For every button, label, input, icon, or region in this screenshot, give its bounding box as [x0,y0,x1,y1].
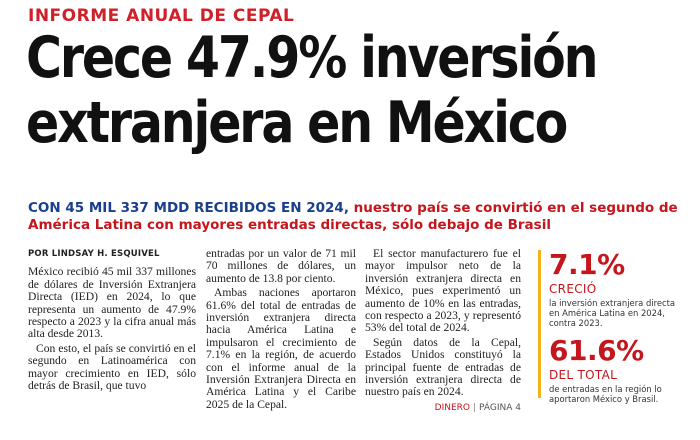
section-kicker: INFORME ANUAL DE CEPAL [28,6,294,26]
stat-block-growth: 7.1% CRECIÓ la inversión extranjera dire… [549,248,680,329]
stats-sidebar: 7.1% CRECIÓ la inversión extranjera dire… [538,248,680,404]
paragraph: México recibió 45 mil 337 millones de dó… [28,265,196,341]
article-column-3: El sector manufacturero fue el mayor imp… [365,247,521,414]
stat-label: DEL TOTAL [549,368,618,382]
stat-block-share: 61.6% DEL TOTAL de entradas en la región… [549,334,680,405]
byline: POR LINDSAY H. ESQUIVEL [28,249,160,259]
headline-line-2: extranjera en México [26,90,568,156]
deck-rest: nuestro país se convirtió en el segundo … [28,200,678,233]
paragraph: Según datos de la Cepal, Estados Unidos … [365,335,521,399]
stat-label: CRECIÓ [549,282,597,296]
headline-line-1: Crece 47.9% inversión [26,25,599,91]
source-page: PÁGINA 4 [479,402,521,413]
source-reference: DINERO | PÁGINA 4 [365,402,521,414]
deck-subheadline: CON 45 MIL 337 MDD RECIBIDOS EN 2024, nu… [28,200,678,234]
paragraph: entradas por un valor de 71 mil 70 millo… [206,247,356,285]
stat-description: la inversión extranjera directa en Améri… [549,298,676,328]
stat-value: 61.6% [549,334,644,367]
paragraph: Con esto, el país se convirtió en el seg… [28,341,196,393]
headline: Crece 47.9% inversión extranjera en Méxi… [26,30,686,152]
source-separator: | [472,402,477,413]
stat-description: de entradas en la región lo aportaron Mé… [549,384,662,404]
article-column-2: entradas por un valor de 71 mil 70 millo… [206,247,356,413]
kicker-part-1: INFORME ANUAL [28,6,194,26]
paragraph: El sector manufacturero fue el mayor imp… [365,247,521,335]
deck-lead: CON 45 MIL 337 MDD RECIBIDOS EN 2024, [28,200,349,216]
kicker-part-2: DE CEPAL [199,6,295,26]
paragraph: Ambas naciones aportaron 61.6% del total… [206,286,356,411]
article-column-1: POR LINDSAY H. ESQUIVEL México recibió 4… [28,248,196,394]
stat-value: 7.1% [549,248,625,281]
source-section: DINERO [434,402,470,413]
